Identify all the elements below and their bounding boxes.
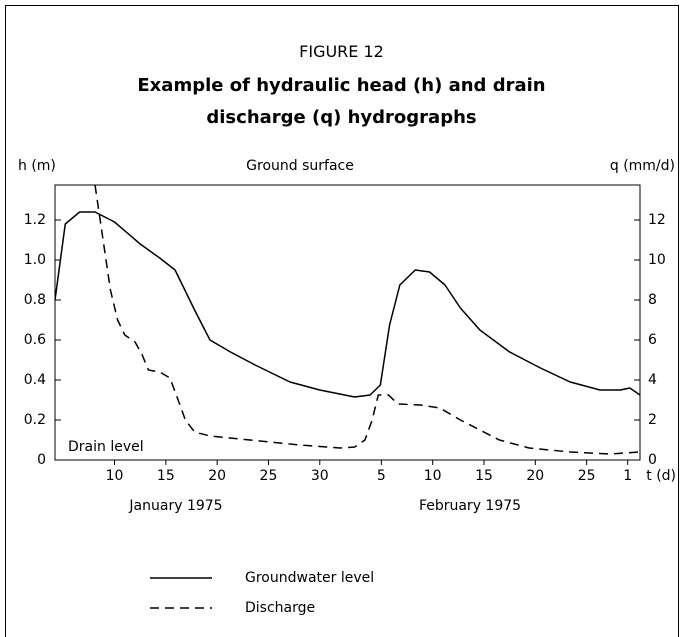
x-tick-label: 20 (526, 468, 544, 484)
month-label: January 1975 (128, 498, 222, 514)
x-tick-label: 15 (157, 468, 175, 484)
month-label: February 1975 (419, 498, 521, 514)
x-tick-label: 20 (208, 468, 226, 484)
x-tick-label: 30 (311, 468, 329, 484)
x-tick-label: 25 (260, 468, 278, 484)
x-tick-label: 10 (424, 468, 442, 484)
x-tick-label: 1 (623, 468, 632, 484)
x-axis-label: t (d) (646, 468, 676, 484)
y2-tick-label: 12 (648, 212, 666, 228)
annotation: Drain level (68, 439, 144, 455)
y2-tick-label: 8 (648, 292, 657, 308)
plot-frame (54, 184, 641, 461)
y2-tick-label: 6 (648, 332, 657, 348)
y2-axis-label: q (mm/d) (610, 158, 675, 174)
x-tick-label: 25 (578, 468, 596, 484)
y-tick-label: 0.8 (24, 292, 46, 308)
y2-tick-label: 0 (648, 452, 657, 468)
y2-tick-label: 2 (648, 412, 657, 428)
annotation: Ground surface (246, 158, 354, 174)
y2-tick-label: 4 (648, 372, 657, 388)
y-tick-label: 0 (37, 452, 46, 468)
frame (5, 5, 679, 637)
legend-label: Discharge (245, 600, 315, 616)
y-tick-label: 1.2 (24, 212, 46, 228)
x-tick-label: 5 (377, 468, 386, 484)
y-tick-label: 0.2 (24, 412, 46, 428)
y-axis-label: h (m) (18, 158, 56, 174)
series-line (94, 185, 640, 455)
y-tick-label: 0.4 (24, 372, 46, 388)
x-tick-label: 10 (106, 468, 124, 484)
y2-tick-label: 10 (648, 252, 666, 268)
chart-title: Example of hydraulic head (h) and drain … (137, 75, 546, 128)
y-tick-label: 0.6 (24, 332, 46, 348)
series-line (55, 211, 640, 398)
figure-label: FIGURE 12 (299, 42, 384, 61)
x-tick-label: 15 (475, 468, 493, 484)
y-tick-label: 1.0 (24, 252, 46, 268)
legend-label: Groundwater level (245, 570, 374, 586)
